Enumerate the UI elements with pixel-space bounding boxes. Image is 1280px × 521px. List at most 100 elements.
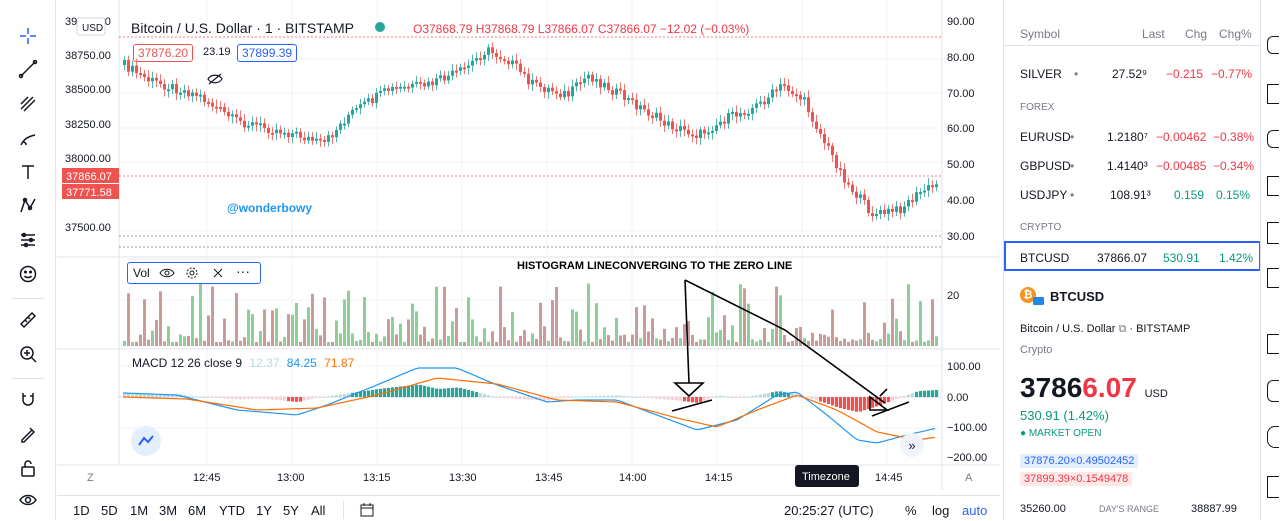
dot-icon: •: [1070, 130, 1075, 144]
notifications-icon[interactable]: [1267, 426, 1279, 448]
fib-icon[interactable]: [14, 90, 42, 118]
currency-badge[interactable]: USD: [82, 23, 103, 34]
ruler-icon[interactable]: [14, 306, 42, 334]
row-symbol: SILVER: [1020, 67, 1062, 81]
hotlist-icon[interactable]: [1267, 176, 1279, 196]
right-tick: 50.00: [947, 159, 975, 171]
settings-icon[interactable]: [185, 266, 199, 283]
bid-button[interactable]: 37876.20: [133, 44, 194, 62]
right-tick: 80.00: [947, 52, 975, 64]
percent-toggle[interactable]: %: [905, 503, 917, 518]
col-chg-percent[interactable]: Chg%: [1219, 27, 1252, 41]
price-tick: 38750.00: [65, 50, 111, 62]
detail-exchange: BITSTAMP: [1136, 323, 1191, 335]
symbol-title[interactable]: Bitcoin / U.S. Dollar · 1 · BITSTAMP: [131, 20, 355, 36]
detail-name: Bitcoin / U.S. Dollar ⧉ · BITSTAMP: [1020, 323, 1191, 335]
annotation-text: HISTOGRAM LINECONVERGING TO THE ZERO LIN…: [517, 260, 792, 272]
alerts-icon[interactable]: [1267, 84, 1279, 104]
row-symbol: BTCUSD: [1020, 251, 1070, 265]
emoji-icon[interactable]: [14, 260, 42, 288]
macd-hist-value: 12.37: [249, 356, 280, 370]
magnet-icon[interactable]: [14, 386, 42, 414]
price-tick: 38250.00: [65, 119, 111, 131]
calendar-icon[interactable]: [359, 502, 375, 521]
brush-icon[interactable]: [14, 124, 42, 152]
zoom-in-icon[interactable]: [14, 340, 42, 368]
vol-legend[interactable]: Vol ···: [127, 262, 261, 284]
time-tick: 13:30: [449, 472, 477, 484]
tradingview-logo-icon[interactable]: [131, 426, 161, 456]
market-status: ● MARKET OPEN: [1020, 428, 1102, 439]
macd-legend: MACD 12 26 close 9 12.37 84.25 71.87: [132, 356, 354, 370]
ask-button[interactable]: 37899.39: [237, 44, 298, 62]
z-button[interactable]: Z: [87, 472, 94, 484]
a-button[interactable]: A: [965, 472, 973, 484]
range-1d[interactable]: 1D: [73, 503, 90, 518]
remove-icon[interactable]: [212, 266, 224, 283]
lock-draw-icon[interactable]: [14, 420, 42, 448]
range-6m[interactable]: 6M: [188, 503, 207, 518]
detail-symbol: BTCUSD: [1050, 289, 1105, 304]
range-1m[interactable]: 1M: [130, 503, 149, 518]
col-last[interactable]: Last: [1142, 27, 1165, 41]
auto-toggle[interactable]: auto: [962, 503, 988, 518]
row-symbol: EURUSD: [1020, 130, 1071, 144]
signal-line: [122, 377, 936, 441]
range-3m[interactable]: 3M: [159, 503, 178, 518]
range-1y[interactable]: 1Y: [256, 503, 272, 518]
clock-display[interactable]: 20:25:27 (UTC): [784, 503, 874, 518]
status-dot-icon: [375, 22, 385, 32]
watchlist-row-btcusd[interactable]: BTCUSD 37866.07 530.91 1.42%: [1004, 241, 1261, 271]
eye-icon[interactable]: [14, 486, 42, 514]
col-symbol[interactable]: Symbol: [1020, 27, 1061, 41]
watermark: @wonderbowy: [227, 201, 312, 215]
detail-full-name[interactable]: Bitcoin / U.S. Dollar: [1020, 323, 1116, 335]
chat-icon[interactable]: [1267, 334, 1279, 354]
log-toggle[interactable]: log: [932, 503, 950, 518]
flag-icon: [1033, 297, 1044, 305]
scroll-right-icon[interactable]: »: [900, 433, 924, 457]
crosshair-icon[interactable]: [14, 22, 42, 50]
data-window-icon[interactable]: [1267, 130, 1279, 148]
help-icon[interactable]: [1267, 476, 1279, 498]
range-5y[interactable]: 5Y: [283, 503, 299, 518]
calendar-panel-icon[interactable]: [1267, 222, 1279, 244]
range-all[interactable]: All: [311, 503, 326, 518]
external-link-icon[interactable]: ⧉: [1118, 323, 1130, 335]
range-5d[interactable]: 5D: [101, 503, 118, 518]
hide-eye-icon[interactable]: [207, 72, 223, 85]
row-symbol: USDJPY: [1020, 188, 1068, 202]
streams-icon[interactable]: [1267, 380, 1279, 402]
pattern-icon[interactable]: [14, 192, 42, 220]
watchlist-row-gbpusd[interactable]: GBPUSD • 1.4140³ −0.00485 −0.34%: [1004, 151, 1261, 180]
forecast-icon[interactable]: [14, 226, 42, 254]
visibility-icon[interactable]: [159, 266, 175, 283]
day-high: 38887.99: [1191, 503, 1237, 515]
watchlist-row-silver[interactable]: SILVER • 27.52⁹ −0.215 −0.77%: [1004, 59, 1261, 88]
watchlist-row-usdjpy[interactable]: USDJPY • 108.91³ 0.159 0.15%: [1004, 180, 1261, 209]
range-ytd[interactable]: YTD: [219, 503, 245, 518]
annotation-arrows: [671, 279, 910, 417]
time-tick: 14:15: [705, 472, 733, 484]
macd-label: MACD 12 26 close 9: [132, 356, 243, 370]
trend-line-icon[interactable]: [14, 55, 42, 83]
time-tick: 13:15: [363, 472, 391, 484]
chart-area[interactable]: 39000.00 38750.00 38500.00 38250.00 3800…: [57, 0, 1000, 490]
watchlist-icon[interactable]: [1267, 36, 1279, 54]
macd-tick: −200.00: [947, 452, 987, 464]
watchlist-row-eurusd[interactable]: EURUSD • 1.2180⁷ −0.00462 −0.38%: [1004, 122, 1261, 151]
macd-tick: 100.00: [947, 361, 981, 373]
more-icon[interactable]: ···: [236, 263, 250, 279]
divider: [343, 501, 344, 519]
ideas-icon[interactable]: [1267, 268, 1279, 288]
macd-tick: 0.00: [947, 392, 968, 404]
time-tick: 12:45: [193, 472, 221, 484]
text-icon[interactable]: [14, 158, 42, 186]
drawing-toolbar: [0, 0, 56, 520]
bottom-toolbar: 1D 5D 1M 3M 6M YTD 1Y 5Y All 20:25:27 (U…: [57, 495, 1000, 520]
chart-canvas[interactable]: 39000.00 38750.00 38500.00 38250.00 3800…: [57, 0, 1000, 490]
row-chg: −0.00485: [1156, 159, 1207, 173]
col-chg[interactable]: Chg: [1185, 27, 1208, 41]
lock-icon[interactable]: [14, 454, 42, 482]
volume-series: [123, 282, 938, 346]
